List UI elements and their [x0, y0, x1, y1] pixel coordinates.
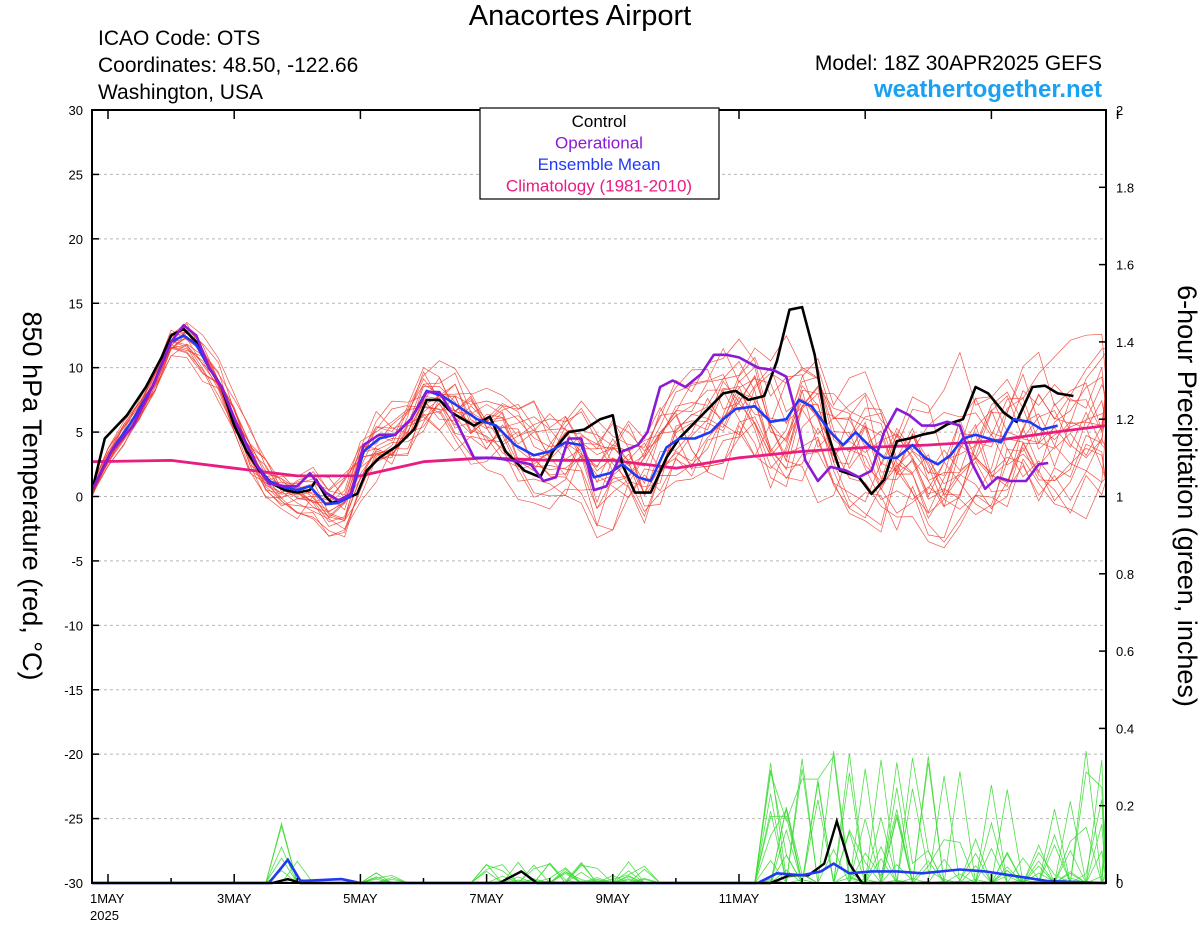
y-axis-left: 30 25 20 15 10 5 0 -5 -10 -15 -20 -25 -30 — [64, 103, 99, 891]
y-axis-left-label: 850 hPa Temperature (red, °C) — [17, 312, 47, 681]
precip-member-line — [92, 763, 1107, 884]
precip-member-line — [92, 759, 1106, 884]
model-run: Model: 18Z 30APR2025 GEFS — [814, 52, 1102, 75]
x-tick-label: 3MAY — [217, 891, 252, 906]
y-right-tick-label: 1.4 — [1116, 335, 1134, 350]
x-tick-label: 5MAY — [343, 891, 378, 906]
y-left-tick-label: 15 — [69, 296, 83, 311]
precip-member-line — [92, 757, 1107, 885]
series-line-operational — [91, 323, 1049, 502]
y-right-tick-label: 1.6 — [1116, 258, 1134, 273]
y-right-tick-label: 0.8 — [1116, 567, 1134, 582]
ensemble-member-line — [91, 330, 1107, 531]
y-left-tick-label: -25 — [64, 812, 83, 827]
precip-member-line — [92, 768, 1107, 884]
y-right-tick-label: 1.2 — [1116, 412, 1134, 427]
y-left-tick-label: 30 — [69, 103, 83, 118]
x-tick-sublabel: 2025 — [90, 908, 119, 923]
y-left-tick-label: 10 — [69, 361, 83, 376]
y-right-tick-label: 0 — [1116, 876, 1123, 891]
series-line-climatology-1981-2010 — [92, 424, 1107, 478]
precip-member-line — [92, 772, 1107, 884]
ensemble-member-line — [91, 344, 1107, 520]
y-left-tick-label: 5 — [76, 425, 83, 440]
precip-member-line — [92, 758, 1107, 884]
legend-entry: Climatology (1981-2010) — [506, 177, 692, 196]
y-right-tick-label: 1 — [1116, 490, 1123, 505]
y-right-tick-label: 2 — [1116, 103, 1123, 118]
y-left-tick-label: -10 — [64, 618, 83, 633]
x-tick-label: 13MAY — [844, 891, 886, 906]
x-tick-label: 7MAY — [469, 891, 504, 906]
coordinates: Coordinates: 48.50, -122.66 — [98, 54, 359, 77]
legend-entry: Control — [572, 112, 627, 131]
region: Washington, USA — [98, 81, 263, 104]
x-axis: 1MAY 2025 3MAY 5MAY 7MAY 9MAY 11MAY 13MAY 15MAY — [90, 110, 1119, 923]
precip-member-line — [92, 756, 1107, 884]
precip-member-line — [92, 762, 1107, 884]
y-axis-right-label: 6-hour Precipitation (green, inches) — [1172, 285, 1200, 707]
precip-member-line — [92, 771, 1107, 884]
ensemble-member-line — [91, 340, 1107, 497]
ensemble-member-line — [91, 346, 1107, 537]
series-line-ensemble-mean — [91, 334, 1059, 506]
ensemble-members — [91, 321, 1107, 549]
site-link[interactable]: weathertogether.net — [873, 76, 1102, 103]
y-axis-right: 2 1.8 1.6 1.4 1.2 1 0.8 0.6 0.4 0.2 0 — [1099, 103, 1134, 891]
y-left-tick-label: -30 — [64, 876, 83, 891]
y-right-tick-label: 0.4 — [1116, 721, 1134, 736]
precip-control-line — [92, 816, 1106, 885]
ensemble-member-line — [91, 335, 1107, 530]
y-left-tick-label: -20 — [64, 747, 83, 762]
ensemble-member-line — [91, 333, 1107, 522]
y-right-tick-label: 0.6 — [1116, 644, 1134, 659]
precip-member-line — [92, 779, 1107, 884]
x-tick-label: 15MAY — [971, 891, 1013, 906]
icao-code: ICAO Code: OTS — [98, 27, 261, 50]
x-tick-label: 11MAY — [719, 891, 760, 906]
legend: Control Operational Ensemble Mean Climatolo… — [479, 107, 720, 200]
precip-member-line — [92, 783, 1107, 884]
legend-entry: Ensemble Mean — [538, 155, 661, 174]
precip-member-line — [92, 759, 1107, 884]
precip-member-line — [92, 768, 1106, 885]
y-left-tick-label: 20 — [69, 232, 83, 247]
y-right-tick-label: 0.2 — [1116, 799, 1134, 814]
precip-members — [92, 750, 1107, 885]
y-left-tick-label: -15 — [64, 683, 83, 698]
precip-member-line — [92, 750, 1106, 884]
y-left-tick-label: 0 — [76, 490, 83, 505]
y-right-tick-label: 1.8 — [1116, 180, 1134, 195]
page-title: Anacortes Airport — [468, 0, 692, 32]
y-left-tick-label: -5 — [71, 554, 83, 569]
ensemble-member-line — [91, 323, 1107, 517]
legend-box — [479, 107, 720, 200]
x-tick-label: 1MAY — [90, 891, 125, 906]
series-lines — [90, 305, 1107, 506]
ensemble-member-line — [91, 347, 1107, 514]
precip-member-line — [92, 776, 1107, 884]
legend-entry: Operational — [555, 134, 643, 153]
y-left-tick-label: 25 — [69, 167, 83, 182]
x-tick-label: 9MAY — [596, 891, 631, 906]
precip-mean-line — [92, 857, 1107, 885]
precip-member-line — [92, 755, 1107, 884]
